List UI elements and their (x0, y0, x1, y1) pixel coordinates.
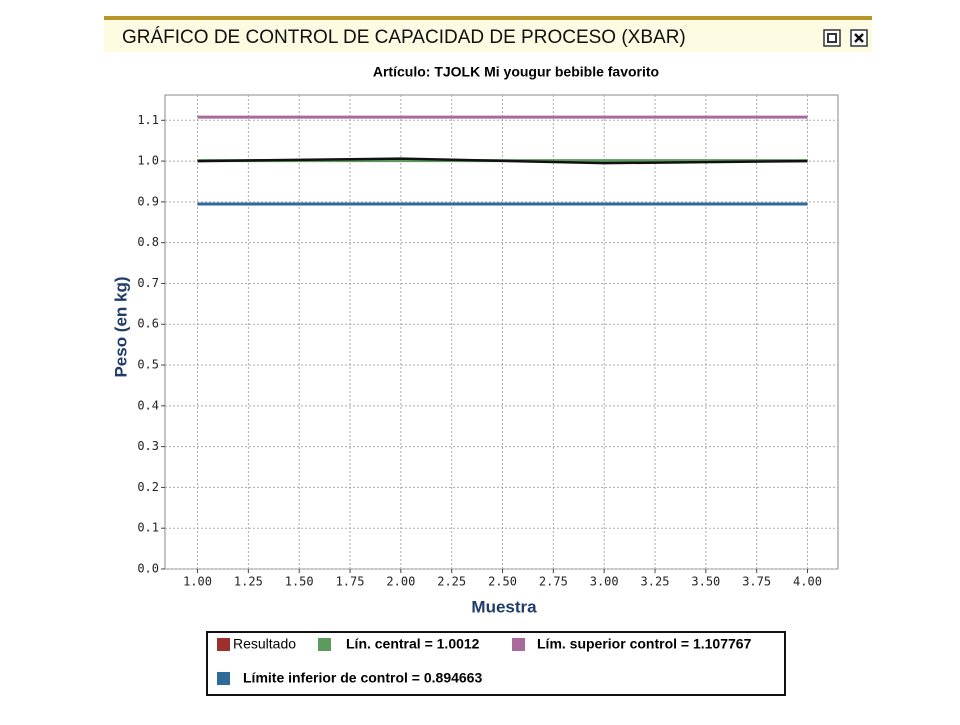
restore-button[interactable] (823, 29, 841, 47)
y-tick-label: 0.1 (137, 521, 159, 535)
y-tick-label: 1.1 (137, 113, 159, 127)
y-tick-label: 0.6 (137, 317, 159, 331)
x-tick-label: 3.00 (590, 575, 619, 589)
x-tick-label: 1.00 (183, 575, 212, 589)
legend-swatch (318, 638, 331, 651)
legend (206, 631, 786, 696)
x-tick-label: 3.75 (742, 575, 771, 589)
x-tick-label: 2.75 (539, 575, 568, 589)
button-icon (827, 33, 837, 43)
x-tick-label: 2.25 (437, 575, 466, 589)
x-tick-label: 2.50 (488, 575, 517, 589)
x-tick-label: 3.25 (641, 575, 670, 589)
x-axis-label: Muestra (471, 597, 537, 616)
x-tick-label: 1.25 (234, 575, 263, 589)
close-button[interactable] (850, 29, 868, 47)
y-tick-label: 0.5 (137, 358, 159, 372)
y-tick-label: 0.3 (137, 439, 159, 453)
series-line (197, 157, 808, 165)
legend-label: Límite inferior de control = 0.894663 (243, 670, 482, 686)
y-tick-label: 0.4 (137, 398, 159, 412)
legend-swatch (217, 638, 230, 651)
x-tick-label: 2.00 (386, 575, 415, 589)
window-title: GRÁFICO DE CONTROL DE CAPACIDAD DE PROCE… (122, 27, 686, 48)
legend-swatch (512, 638, 525, 651)
button-icon (854, 33, 864, 43)
legend-swatch (217, 672, 230, 685)
button-frame (823, 29, 841, 47)
y-tick-label: 0.8 (137, 235, 159, 249)
title-border (104, 16, 872, 20)
x-tick-label: 1.50 (285, 575, 314, 589)
title-bar (104, 18, 872, 52)
y-tick-label: 0.9 (137, 194, 159, 208)
y-tick-label: 0.0 (137, 562, 159, 576)
x-tick-label: 3.50 (691, 575, 720, 589)
y-tick-label: 0.2 (137, 480, 159, 494)
legend-label: Lín. central = 1.0012 (346, 636, 480, 652)
legend-label: Resultado (233, 636, 296, 652)
x-tick-label: 4.00 (793, 575, 822, 589)
y-axis-label: Peso (en kg) (111, 276, 130, 377)
legend-label: Lím. superior control = 1.107767 (537, 636, 752, 652)
plot-area (164, 94, 839, 570)
x-tick-label: 1.75 (336, 575, 365, 589)
y-tick-label: 1.0 (137, 154, 159, 168)
chart-title: Artículo: TJOLK Mi yougur bebible favori… (373, 64, 659, 80)
y-tick-label: 0.7 (137, 276, 159, 290)
